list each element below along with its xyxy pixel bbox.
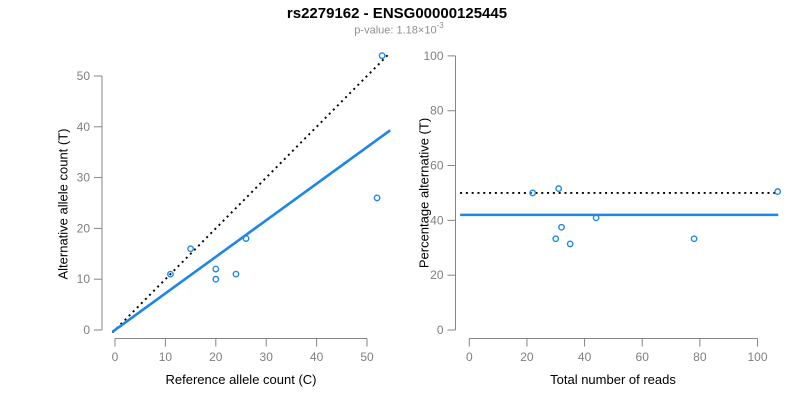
right-x-axis-title: Total number of reads xyxy=(550,372,676,387)
x-tick-label: 40 xyxy=(310,350,324,364)
y-tick-label: 30 xyxy=(77,171,91,185)
y-tick-label: 0 xyxy=(83,323,90,337)
x-tick-label: 30 xyxy=(260,350,274,364)
pvalue-text: p-value: 1.18×10 xyxy=(354,24,437,37)
y-tick-label: 0 xyxy=(437,323,444,337)
y-tick-label: 40 xyxy=(77,120,91,134)
right-y-axis-title: Percentage alternative (T) xyxy=(416,117,432,269)
left-x-axis-title: Reference allele count (C) xyxy=(165,372,317,387)
identity-line xyxy=(111,52,391,334)
data-point xyxy=(566,240,574,248)
data-point xyxy=(558,223,565,231)
data-point xyxy=(529,189,537,197)
x-tick-label: 80 xyxy=(693,350,707,364)
x-tick-label: 40 xyxy=(578,350,592,364)
left-y-axis-title: Alternative allele count (T) xyxy=(55,128,71,280)
x-tick-label: 60 xyxy=(636,350,650,364)
pvalue-exponent: -3 xyxy=(436,21,444,30)
x-tick-label: 50 xyxy=(360,350,374,364)
data-point xyxy=(167,270,174,278)
data-point xyxy=(552,235,560,243)
y-tick-label: 40 xyxy=(430,213,444,227)
data-point xyxy=(242,235,250,242)
data-point xyxy=(212,275,220,283)
x-tick-label: 20 xyxy=(520,350,534,364)
x-tick-label: 0 xyxy=(112,350,119,364)
data-point xyxy=(774,188,782,195)
data-point xyxy=(690,235,698,243)
x-tick-label: 100 xyxy=(747,350,767,364)
x-tick-label: 20 xyxy=(209,350,223,364)
y-tick-label: 20 xyxy=(77,221,91,235)
x-tick-label: 0 xyxy=(466,350,473,364)
figure-title: rs2279162 - ENSG00000125445 xyxy=(286,5,508,22)
data-point xyxy=(378,52,386,60)
data-point xyxy=(592,214,600,222)
y-tick-label: 20 xyxy=(430,268,444,282)
x-tick-label: 10 xyxy=(159,350,173,364)
y-tick-label: 60 xyxy=(430,159,444,173)
y-tick-label: 10 xyxy=(77,272,91,286)
fit-line xyxy=(111,129,391,333)
y-tick-label: 80 xyxy=(430,104,444,118)
data-point xyxy=(212,265,220,273)
data-point xyxy=(232,270,240,278)
data-point xyxy=(373,194,381,202)
y-tick-label: 50 xyxy=(77,69,91,83)
pvalue-subtitle: p-value: 1.18×10-3 xyxy=(354,21,444,37)
data-point xyxy=(187,245,195,253)
y-tick-label: 100 xyxy=(423,49,443,63)
data-point xyxy=(555,185,563,192)
